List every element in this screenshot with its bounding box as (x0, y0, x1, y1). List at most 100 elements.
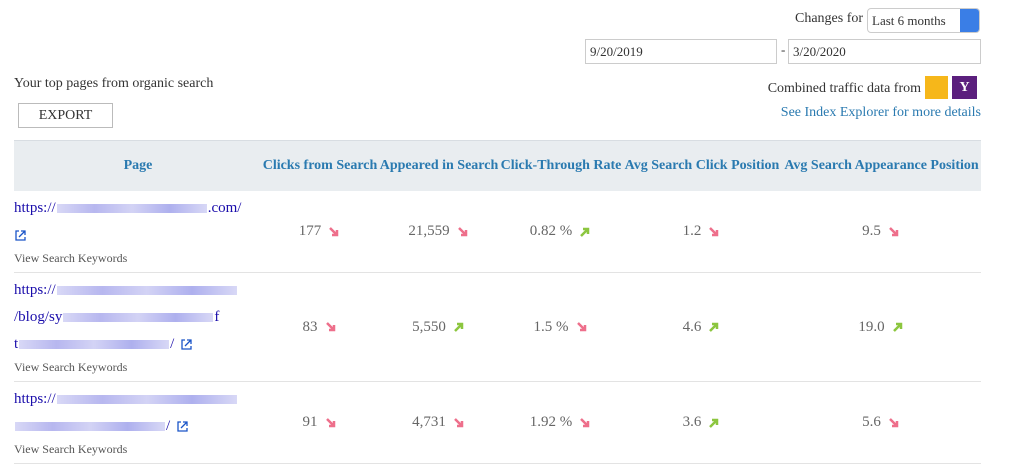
blurred-text (19, 340, 170, 350)
date-to[interactable]: 3/20/2020 (788, 39, 981, 64)
metric-cell: 1.2 (622, 223, 782, 240)
changes-label: Changes for (795, 11, 864, 26)
metric-value: 0.82 % (529, 223, 573, 239)
external-link-icon[interactable] (176, 420, 189, 433)
metric-cell: 1.92 % (500, 414, 622, 431)
period-value: Last 6 months (872, 13, 946, 28)
view-keywords-link[interactable]: View Search Keywords (14, 360, 128, 374)
page-cell: https:///blog/sy f t / View Search Keywords (14, 273, 262, 381)
trend-arrow (576, 322, 586, 332)
column-header: Clicks from Search (262, 158, 378, 173)
trend-arrow (453, 417, 464, 427)
pages-table: Page Clicks from Search Appeared in Search… (14, 140, 981, 464)
metric-cell: 83 (262, 319, 378, 336)
metric-value: 5.6 (862, 414, 881, 430)
trend-arrow (453, 322, 464, 332)
metric-cell: 5,550 (378, 319, 500, 336)
page-url-line[interactable]: t / (14, 331, 262, 358)
url-text: https:// (14, 391, 56, 407)
url-text: https:// (14, 282, 56, 298)
metric-cell: 3.6 (622, 414, 782, 431)
blurred-text (15, 422, 165, 432)
page-cell: https:// / View Search Keywords (14, 382, 262, 463)
metric-value: 9.5 (862, 223, 881, 239)
external-link-icon[interactable] (14, 229, 27, 242)
blurred-text (63, 313, 214, 323)
trend-arrow (325, 322, 335, 332)
url-text: https:// (14, 200, 56, 216)
column-header: Avg Search Appearance Position (784, 158, 979, 173)
metric-cell: 4.6 (622, 319, 782, 336)
url-text: /blog/sy (14, 309, 63, 325)
url-text: / (166, 418, 171, 434)
trend-arrow (580, 227, 590, 237)
combined-label: Combined traffic data from (767, 81, 921, 96)
trend-arrow (709, 322, 719, 332)
period-select[interactable]: Last 6 months (867, 8, 980, 33)
metric-cell: 9.5 (782, 223, 981, 240)
section-title: Your top pages from organic search (14, 76, 214, 91)
index-link[interactable]: See Index Explorer for more details (780, 105, 981, 120)
page-url-line[interactable]: /blog/sy f (14, 304, 262, 331)
metric-value: 19.0 (858, 318, 885, 335)
metric-value: 91 (302, 414, 318, 430)
trend-arrow (329, 226, 339, 236)
metric-cell: 91 (262, 414, 378, 431)
metric-cell: 21,559 (378, 223, 500, 240)
bing-icon (925, 76, 948, 99)
table-header: Page Clicks from Search Appeared in Search… (14, 140, 981, 191)
url-text: / (170, 336, 175, 352)
trend-arrow (888, 226, 899, 236)
page-url-line[interactable]: / (14, 413, 262, 440)
metric-cell: 4,731 (378, 414, 500, 431)
trend-arrow (580, 417, 590, 427)
metric-value: 4,731 (412, 414, 446, 430)
page-url-line[interactable]: https:// (14, 277, 262, 304)
metric-value: 177 (298, 223, 322, 239)
metric-value: 4.6 (682, 318, 702, 335)
metric-cell: 0.82 % (500, 223, 622, 240)
blurred-text (56, 286, 237, 296)
view-keywords-link[interactable]: View Search Keywords (14, 251, 128, 265)
trend-arrow (709, 418, 719, 428)
date-from[interactable]: 9/20/2019 (585, 39, 777, 64)
column-header: Avg Search Click Position (624, 158, 780, 173)
metric-value: 83 (302, 318, 318, 335)
metric-cell: 5.6 (782, 414, 981, 431)
page-url-line[interactable]: https:// .com/ (14, 195, 262, 222)
table-row: https:// .com/View Search Keywords 177 21,5… (14, 191, 981, 273)
date-separator: - (781, 42, 786, 57)
table-row: https:// / View Search Keywords 91 4,731 1.92… (14, 382, 981, 464)
url-text: t (14, 336, 19, 352)
metric-value: 1.92 % (529, 414, 573, 430)
trend-arrow (892, 322, 902, 332)
metric-value: 21,559 (408, 223, 450, 239)
trend-arrow (457, 226, 467, 236)
view-keywords-link[interactable]: View Search Keywords (14, 442, 128, 456)
page-url-line[interactable]: https:// (14, 386, 262, 413)
metric-value: 1.5 % (533, 318, 569, 335)
metric-cell: 19.0 (782, 319, 981, 336)
blurred-text (56, 395, 237, 405)
column-header: Appeared in Search (379, 158, 499, 173)
table-row: https:///blog/sy f t / View Search Keywords 8… (14, 273, 981, 382)
trend-arrow (709, 226, 719, 236)
external-link-icon[interactable] (180, 338, 193, 351)
url-text: f (214, 309, 220, 325)
icon-line (14, 222, 262, 249)
url-text: .com/ (207, 200, 242, 216)
select-arrows (960, 9, 979, 32)
metric-cell: 177 (262, 223, 378, 240)
metric-value: 1.2 (682, 223, 702, 239)
column-header: Click-Through Rate (500, 158, 622, 173)
metric-value: 5,550 (412, 318, 446, 335)
export-button[interactable]: EXPORT (18, 103, 113, 128)
metric-cell: 1.5 % (500, 319, 622, 336)
trend-arrow (325, 417, 335, 427)
blurred-text (56, 204, 207, 214)
yahoo-icon: Y (952, 76, 977, 99)
trend-arrow (888, 417, 899, 427)
page-cell: https:// .com/View Search Keywords (14, 191, 262, 272)
metric-value: 3.6 (682, 414, 702, 430)
